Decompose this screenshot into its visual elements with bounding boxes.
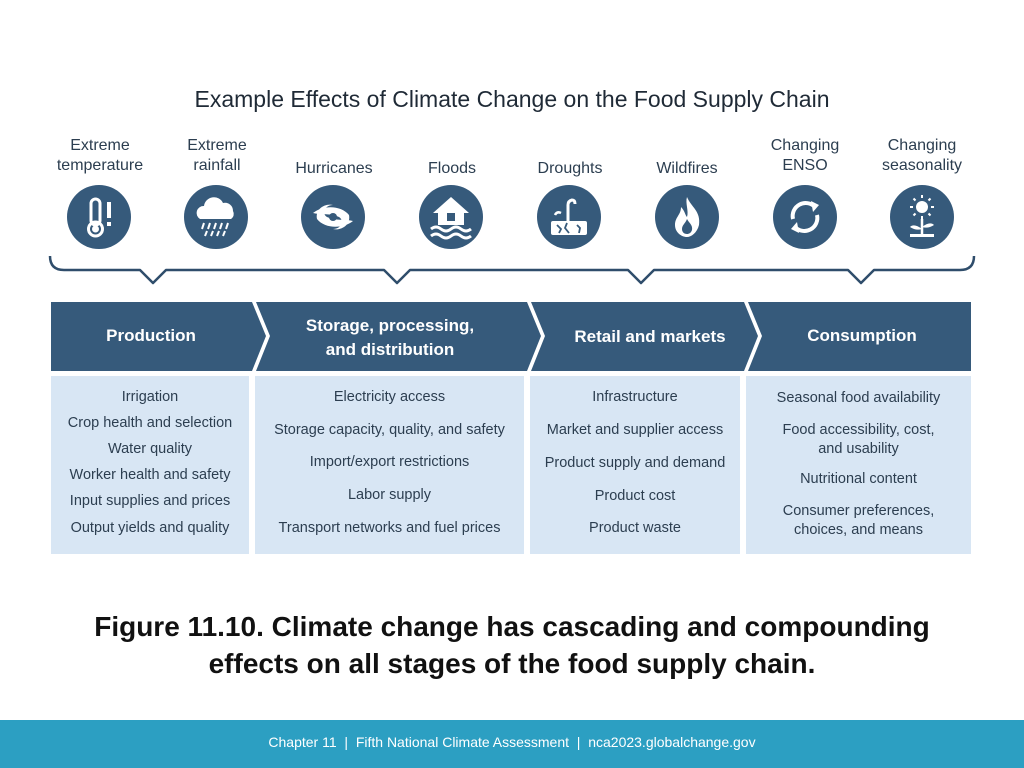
- list-item: Nutritional content: [800, 471, 917, 487]
- list-item: Crop health and selection: [67, 415, 233, 431]
- stage-label-storage: Storage, processing, and distribution: [305, 316, 475, 359]
- cycle-arrows-icon: [773, 185, 837, 249]
- stage-column-production: Irrigation Crop health and selection Wat…: [51, 376, 249, 554]
- list-item: Seasonal food availability: [776, 390, 941, 406]
- list-item: Transport networks and fuel prices: [278, 520, 501, 536]
- list-item: Irrigation: [121, 389, 179, 405]
- dry-plant-icon: [537, 185, 601, 249]
- footer-text: Chapter 11 | Fifth National Climate Asse…: [268, 734, 756, 750]
- list-item: Product waste: [589, 520, 681, 536]
- list-item: Worker health and safety: [69, 467, 231, 483]
- list-item: Storage capacity, quality, and safety: [274, 422, 505, 438]
- list-item: Water quality: [107, 441, 193, 457]
- list-item: Input supplies and prices: [69, 493, 231, 509]
- list-item: Import/export restrictions: [309, 454, 470, 470]
- hurricane-icon: [301, 185, 365, 249]
- figure-caption: Figure 11.10. Climate change has cascadi…: [94, 611, 930, 679]
- stage-label-production: Production: [106, 326, 196, 345]
- list-item: Food accessibility, cost, and usability: [782, 422, 935, 457]
- stage-label-consumption: Consumption: [807, 326, 917, 345]
- hazard-label-extreme-rainfall: Extreme rainfall: [187, 137, 247, 174]
- hazard-label-changing-seasonality: Changing seasonality: [881, 137, 963, 174]
- hazard-label-changing-enso: Changing ENSO: [770, 137, 840, 174]
- hazard-label-floods: Floods: [427, 160, 477, 177]
- list-item: Market and supplier access: [546, 422, 724, 438]
- hazard-label-wildfires: Wildfires: [656, 160, 718, 177]
- list-item: Product supply and demand: [544, 455, 726, 471]
- list-item: Infrastructure: [592, 389, 678, 405]
- list-item: Output yields and quality: [70, 520, 230, 536]
- list-item: Consumer preferences, choices, and means: [782, 503, 935, 538]
- stage-column-storage: Electricity access Storage capacity, qua…: [255, 376, 524, 554]
- stage-label-retail: Retail and markets: [574, 327, 726, 346]
- stage-column-retail: Infrastructure Market and supplier acces…: [530, 376, 740, 554]
- list-item: Product cost: [594, 488, 676, 504]
- sun-plant-icon: [890, 185, 954, 249]
- hazard-label-extreme-temperature: Extreme temperature: [56, 137, 144, 174]
- flooded-house-icon: [419, 185, 483, 249]
- hazard-label-hurricanes: Hurricanes: [295, 160, 373, 177]
- diagram-title: Example Effects of Climate Change on the…: [194, 86, 830, 112]
- footer-bar: Chapter 11 | Fifth National Climate Asse…: [0, 720, 1024, 768]
- list-item: Electricity access: [333, 389, 446, 405]
- thermometer-alert-icon: [67, 185, 131, 249]
- stage-column-consumption: Seasonal food availability Food accessib…: [746, 376, 971, 554]
- rain-cloud-icon: [184, 185, 248, 249]
- hazard-label-droughts: Droughts: [537, 160, 603, 177]
- stage-band: [51, 302, 971, 371]
- list-item: Labor supply: [347, 487, 432, 503]
- flame-icon: [655, 185, 719, 249]
